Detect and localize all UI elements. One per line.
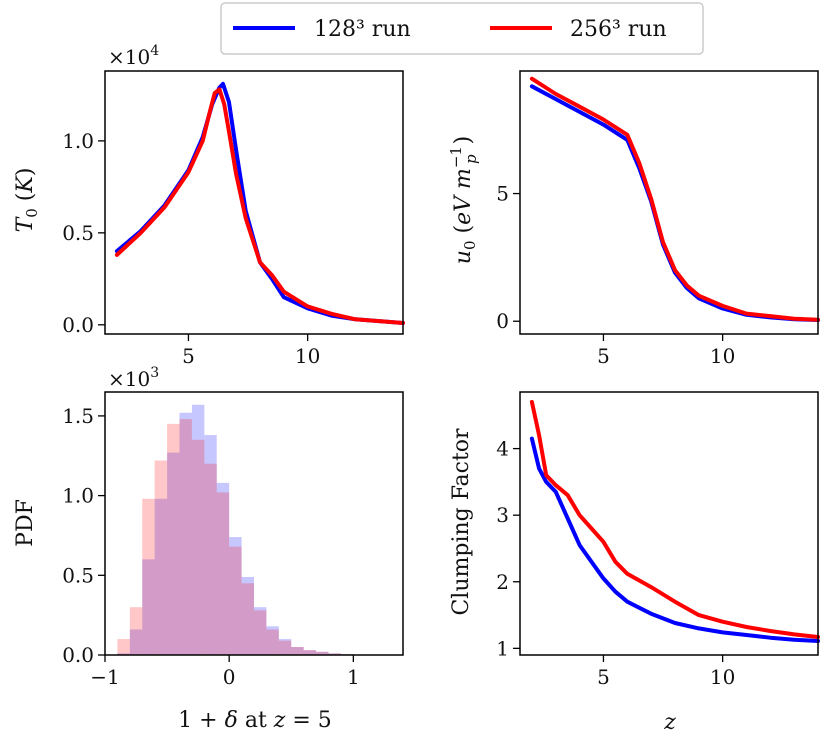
y-tick-label: 1.5 xyxy=(62,404,94,428)
y-tick-label: 0.0 xyxy=(62,643,94,667)
offset-label-temperature: ×104 xyxy=(108,43,159,69)
ylabel-clumping: Clumping Factor xyxy=(449,428,474,616)
hist-bar-series-b xyxy=(216,492,230,655)
series-line-a xyxy=(529,436,820,643)
hist-bar-series-b xyxy=(142,498,155,655)
y-tick-label: 4 xyxy=(496,437,509,461)
hist-bar-series-a xyxy=(229,537,242,655)
hist-bar-series-a xyxy=(191,404,205,655)
panel-top-left: 5 10 0.0 0.5 1.0 xyxy=(62,70,405,368)
hist-bar-series-a xyxy=(278,639,292,655)
hist-bar-series-a xyxy=(154,498,168,655)
legend: 128³ run 256³ run xyxy=(220,2,704,55)
panel-bottom-right: 5 10 1 2 3 4 xyxy=(496,391,820,689)
hist-bar-series-b xyxy=(204,463,217,655)
x-tick-label: −1 xyxy=(90,665,119,689)
hist-bar-series-b xyxy=(266,629,279,655)
x-tick-label: 5 xyxy=(182,344,195,368)
ylabel-pdf: PDF xyxy=(13,499,38,547)
axes-frame xyxy=(519,391,819,656)
hist-bar-series-b xyxy=(278,640,292,655)
series-line-b xyxy=(529,76,820,322)
y-tick-label: 3 xyxy=(496,503,509,527)
x-tick-label: 5 xyxy=(597,665,610,689)
ylabel-temperature: T0 (K) xyxy=(13,168,41,233)
hist-bar-series-b xyxy=(316,651,329,655)
hist-bar-series-a xyxy=(216,482,230,655)
x-tick-label: 0 xyxy=(223,665,236,689)
hist-bar-series-b xyxy=(254,610,267,655)
hist-bar-series-b xyxy=(291,647,304,655)
hist-bar-series-b xyxy=(117,639,130,655)
hist-bar-series-b xyxy=(328,653,341,655)
y-tick-label: 2 xyxy=(496,570,509,594)
hist-bar-series-a xyxy=(241,576,254,655)
hist-bar-series-a xyxy=(328,653,341,655)
hist-bar-series-a xyxy=(142,559,155,655)
x-tick-label: 10 xyxy=(710,665,735,689)
legend-frame xyxy=(220,2,704,55)
hist-bar-series-a xyxy=(254,607,267,655)
panel-top-right: 5 10 0 5 xyxy=(496,70,820,368)
y-tick-label: 5 xyxy=(496,182,509,206)
hist-bar-series-a xyxy=(129,629,143,655)
x-tick-label: 1 xyxy=(347,665,360,689)
hist-bar-series-b xyxy=(129,607,143,655)
hist-bar-series-a xyxy=(303,650,317,655)
y-tick-label: 0.5 xyxy=(62,563,94,587)
axes-frame xyxy=(519,70,819,335)
y-tick-label: 1.0 xyxy=(62,484,94,508)
panels: 5 10 0.0 0.5 1.0 5 10 0 5 −1 0 1 0.0 0.5 1.0 1.5 5 10 1 2 3 4 xyxy=(62,70,820,689)
legend-label-series-a: 128³ run xyxy=(314,17,411,42)
panel-bottom-left: −1 0 1 0.0 0.5 1.0 1.5 xyxy=(62,391,404,689)
y-tick-label: 0.5 xyxy=(62,221,94,245)
series-line-a xyxy=(529,84,820,322)
series-line-b xyxy=(529,400,820,639)
hist-bar-series-a xyxy=(167,452,180,655)
x-tick-label: 5 xyxy=(597,344,610,368)
axes-frame xyxy=(104,70,404,335)
legend-label-series-b: 256³ run xyxy=(570,17,667,42)
hist-bar-series-a xyxy=(266,626,279,655)
y-tick-label: 1.0 xyxy=(62,129,94,153)
series-line-a xyxy=(114,81,405,325)
x-tick-label: 10 xyxy=(710,344,735,368)
ylabel-energy: u0 (eV m−1p) xyxy=(447,136,480,264)
hist-bar-series-b xyxy=(229,546,242,655)
hist-bar-series-b xyxy=(154,460,168,655)
xlabel-redshift: z xyxy=(663,710,676,735)
hist-bar-series-a xyxy=(291,647,304,655)
hist-bar-series-a xyxy=(316,651,329,655)
hist-bar-series-b xyxy=(179,419,192,655)
y-tick-label: 0 xyxy=(496,309,509,333)
hist-bar-series-b xyxy=(191,439,205,655)
hist-bar-series-b xyxy=(167,423,180,655)
xlabel-overdensity: 1 + δ at z = 5 xyxy=(178,708,332,733)
hist-bar-series-b xyxy=(303,650,317,655)
offset-label-pdf: ×103 xyxy=(108,365,159,391)
y-tick-label: 0.0 xyxy=(62,313,94,337)
series-line-b xyxy=(114,87,405,325)
hist-bar-series-a xyxy=(204,435,217,655)
hist-bar-series-a xyxy=(117,653,130,655)
y-tick-label: 1 xyxy=(496,636,509,660)
axes-frame xyxy=(104,391,404,656)
x-tick-label: 10 xyxy=(295,344,320,368)
hist-bar-series-a xyxy=(179,412,192,655)
hist-bar-series-b xyxy=(241,583,254,655)
